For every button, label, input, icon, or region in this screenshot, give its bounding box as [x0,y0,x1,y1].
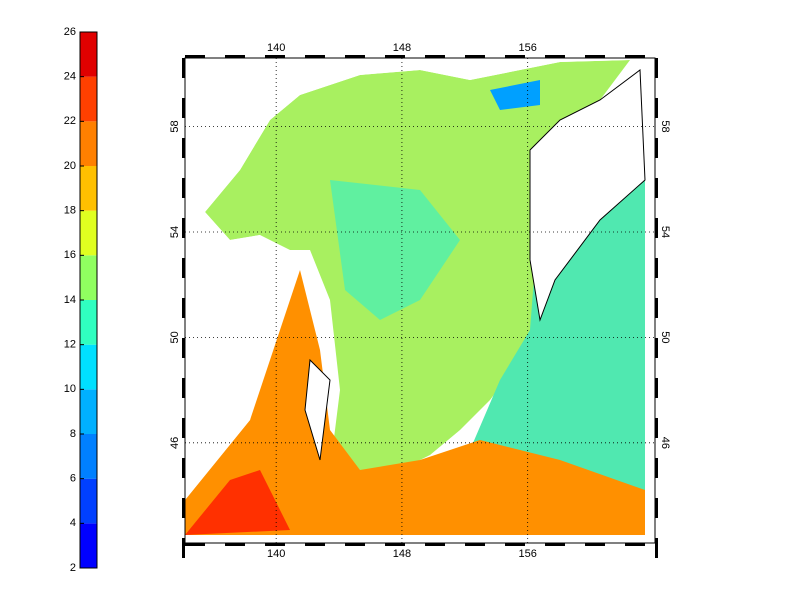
frame-stripe [182,298,185,318]
x-tick-label: 148 [393,42,411,54]
y-tick-label: 50 [169,331,181,343]
colorbar-band [80,210,97,256]
frame-stripe [385,543,405,546]
x-tick-label: 140 [267,548,285,560]
frame-stripe [182,58,185,78]
sea-patch [330,180,460,320]
frame-stripe [655,458,658,478]
frame-stripe [225,543,245,546]
frame-stripe [655,58,658,78]
colorbar-band [80,255,97,300]
frame-stripe [425,55,445,58]
sea-south [185,270,645,535]
frame-stripe [182,498,185,518]
frame-stripe [425,543,445,546]
frame-stripe [585,55,605,58]
x-tick-label: 156 [518,42,536,54]
frame-stripe [345,55,365,58]
y-tick-label: 50 [659,331,671,343]
frame-stripe [545,543,565,546]
frame-stripe [585,543,605,546]
colorbar-band [80,76,97,122]
colorbar-band [80,300,97,345]
y-tick-label: 54 [659,226,671,238]
colorbar-tick-label: 4 [70,517,76,529]
colorbar-tick-label: 24 [64,71,76,83]
x-tick-label: 148 [393,548,411,560]
frame-stripe [225,55,245,58]
colorbar-band [80,523,97,568]
frame-stripe [655,138,658,158]
colorbar-band [80,434,97,479]
frame-stripe [655,178,658,198]
frame-stripe [655,218,658,238]
frame-stripe [182,258,185,278]
frame-stripe [182,98,185,118]
colorbar-tick-label: 20 [64,160,76,172]
frame-stripe [182,178,185,198]
colorbar-tick-label: 2 [70,562,76,574]
frame-stripe [305,543,325,546]
colorbar-tick-label: 8 [70,428,76,440]
frame-stripe [545,55,565,58]
y-tick-label: 54 [169,226,181,238]
island [304,358,331,461]
sea-warm [185,470,290,535]
colorbar-tick-label: 18 [64,205,76,217]
frame-stripe [655,418,658,438]
y-tick-label: 46 [659,437,671,449]
colorbar-band [80,32,97,77]
frame-stripe [185,543,205,546]
colorbar-band [80,478,97,524]
frame-stripe [182,458,185,478]
frame-stripe [265,543,285,546]
kamchatka [529,69,646,322]
x-tick-label: 156 [518,548,536,560]
frame-stripe [465,543,485,546]
frame-stripe [182,138,185,158]
frame-stripe [625,543,645,546]
frame-stripe [655,378,658,398]
frame-stripe [182,418,185,438]
colorbar-tick-label: 14 [64,294,76,306]
colorbar-band [80,389,97,434]
colorbar-tick-label: 10 [64,383,76,395]
frame-stripe [655,258,658,278]
colorbar-band [80,344,97,390]
frame-stripe [625,55,645,58]
land-west [185,212,280,500]
frame-stripe [182,538,185,558]
frame-stripe [385,55,405,58]
frame-stripe [345,543,365,546]
frame-stripe [305,55,325,58]
x-tick-label: 140 [267,42,285,54]
colorbar-tick-label: 12 [64,339,76,351]
colorbar-tick-label: 6 [70,473,76,485]
y-tick-label: 58 [659,120,671,132]
y-tick-label: 58 [169,120,181,132]
frame-stripe [182,218,185,238]
colorbar-tick-label: 22 [64,115,76,127]
y-tick-label: 46 [169,437,181,449]
land-north [185,60,630,215]
frame-stripe [655,538,658,558]
frame-stripe [505,55,525,58]
frame-stripe [655,98,658,118]
sst-field [185,60,646,535]
frame-stripe [655,338,658,358]
colorbar-tick-label: 26 [64,26,76,38]
frame-stripe [505,543,525,546]
frame-stripe [465,55,485,58]
pacific-field [470,180,645,500]
frame-stripe [655,498,658,518]
frame-stripe [265,55,285,58]
colorbar-tick-label: 16 [64,249,76,261]
frame-stripe [655,298,658,318]
colorbar-band [80,121,97,166]
frame-stripe [182,378,185,398]
colorbar-band [80,166,97,211]
frame-stripe [185,55,205,58]
frame-stripe [182,338,185,358]
